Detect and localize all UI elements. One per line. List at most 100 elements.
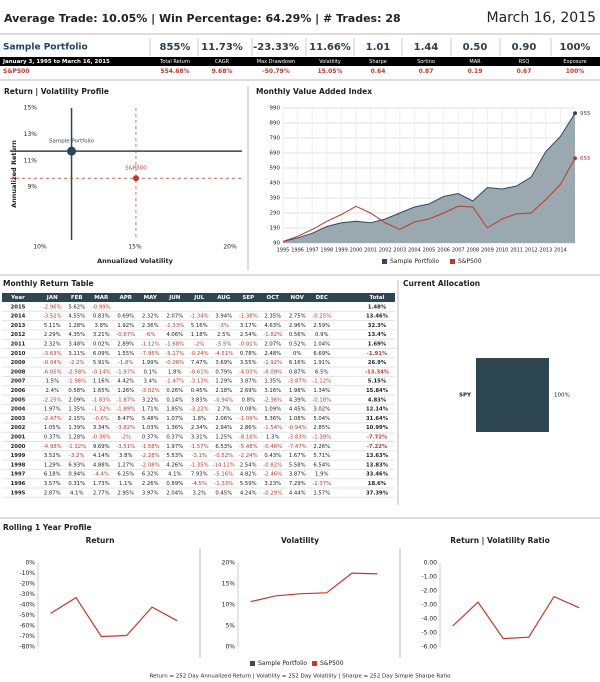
table-cell: 1.69%: [368, 342, 387, 348]
table-cell: 1.55%: [117, 351, 134, 357]
table-cell: -3.87%: [288, 379, 307, 385]
table-cell: 2.85%: [313, 425, 330, 431]
table-cell: 0.78%: [240, 351, 257, 357]
table-cell: -1.12%: [312, 379, 331, 385]
table-cell: 15.84%: [366, 388, 389, 394]
table-cell: -1.33%: [214, 481, 233, 487]
table-cell: -3.63%: [43, 351, 62, 357]
stat-value: 9.68%: [212, 68, 233, 75]
table-cell: 3.87%: [289, 472, 306, 478]
chart-title: Current Allocation: [403, 279, 480, 288]
table-cell: -1.96%: [67, 379, 86, 385]
table-cell: -1.57%: [190, 444, 209, 450]
table-cell: 0.8%: [242, 397, 255, 403]
table-cell: -3%: [219, 323, 229, 329]
table-title: Monthly Return Table: [3, 279, 94, 288]
table-cell: 2.7%: [217, 407, 230, 413]
table-cell: -6%: [145, 332, 155, 338]
table-header: OCT: [267, 295, 280, 301]
table-cell: 7.93%: [191, 472, 208, 478]
x-tick-label: 2011: [510, 248, 523, 254]
table-cell: 0.87%: [289, 369, 306, 375]
table-cell: -2.2%: [69, 360, 84, 366]
summary: Average Trade: 10.05% | Win Percentage: …: [4, 12, 401, 25]
table-cell: 3.8%: [119, 453, 132, 459]
legend-swatch: [450, 259, 455, 264]
legend-label: S&P500: [458, 258, 482, 265]
stat-value: 11.73%: [201, 42, 243, 53]
table-cell: 2.09%: [68, 397, 85, 403]
y-tick-label: 10%: [222, 602, 236, 609]
table-cell: 1.67%: [289, 453, 306, 459]
stat-row-name: Sample Portfolio: [3, 43, 88, 53]
y-tick-label: 190: [270, 226, 281, 232]
y-tick-label: -2.00: [421, 588, 437, 595]
period: January 3, 1995 to March 16, 2015: [2, 59, 110, 65]
table-cell: -4.5%: [192, 481, 207, 487]
table-cell: -1.82%: [263, 332, 282, 338]
table-cell: 3.22%: [142, 397, 159, 403]
table-cell: -0.14%: [92, 369, 111, 375]
line: [452, 595, 580, 640]
table-cell: 1.71%: [142, 407, 159, 413]
value-label: 100%: [554, 393, 570, 399]
table-header: JUL: [193, 295, 205, 301]
table-cell: -1.83%: [92, 397, 111, 403]
table-cell: 1.28%: [68, 435, 85, 441]
table-cell: -0.67%: [116, 332, 135, 338]
table-header: AUG: [217, 295, 231, 301]
table-cell: 32.3%: [368, 323, 387, 329]
table-cell: 3.83%: [191, 397, 208, 403]
y-tick-label: 90: [273, 241, 280, 247]
x-tick-label: 1997: [306, 248, 319, 254]
y-tick-label: 9%: [27, 184, 37, 191]
table-cell: 0.52%: [289, 342, 306, 348]
x-tick-label: 2014: [554, 248, 567, 254]
table-cell: 1.35%: [264, 379, 281, 385]
x-tick-label: 2003: [393, 248, 406, 254]
table-cell: 2000: [11, 444, 26, 450]
table-cell: 5.58%: [289, 462, 306, 468]
table-cell: 1.92%: [117, 323, 134, 329]
table-cell: -4.4%: [94, 472, 109, 478]
table-cell: 3.69%: [215, 360, 232, 366]
table-header: NOV: [291, 295, 305, 301]
table-cell: -5.17%: [165, 351, 184, 357]
table-cell: -1.92%: [263, 360, 282, 366]
table-cell: 1.9%: [315, 472, 328, 478]
table-cell: 0.89%: [166, 481, 183, 487]
table-cell: -8.09%: [263, 369, 282, 375]
table-cell: 13.4%: [368, 332, 387, 338]
stat-header: MAR: [469, 59, 481, 65]
y-tick-label: -6.00: [421, 644, 437, 651]
table-cell: -3.1%: [192, 453, 207, 459]
table-cell: 2.36%: [142, 323, 159, 329]
table-cell: 3.17%: [240, 323, 257, 329]
table-cell: 2013: [11, 323, 26, 329]
stat-value: 0.64: [371, 68, 386, 75]
table-cell: 2.86%: [240, 425, 257, 431]
table-cell: -1.91%: [367, 351, 388, 357]
table-cell: 1996: [11, 481, 26, 487]
table-cell: 3.11%: [68, 351, 85, 357]
table-cell: 2009: [11, 360, 26, 366]
stat-header: RSQ: [519, 59, 530, 65]
stat-value: 855%: [160, 42, 191, 53]
table-cell: 0.9%: [315, 332, 328, 338]
table-cell: -6.05%: [43, 369, 62, 375]
x-tick-label: 15%: [128, 244, 142, 251]
table-cell: 2.04%: [166, 490, 183, 496]
y-tick-label: 13%: [24, 131, 38, 138]
table-cell: 37.39%: [366, 490, 389, 496]
x-tick-label: 10%: [33, 244, 47, 251]
table-cell: 3.23%: [264, 481, 281, 487]
y-tick-label: -5.00: [421, 630, 437, 637]
x-tick-label: 1996: [291, 248, 304, 254]
table-cell: 4.24%: [240, 490, 257, 496]
table-cell: 2.29%: [44, 332, 61, 338]
table-cell: -4.51%: [214, 351, 233, 357]
table-cell: 12.14%: [366, 407, 389, 413]
table-cell: -7.47%: [288, 444, 307, 450]
table-cell: 4.88%: [93, 462, 110, 468]
